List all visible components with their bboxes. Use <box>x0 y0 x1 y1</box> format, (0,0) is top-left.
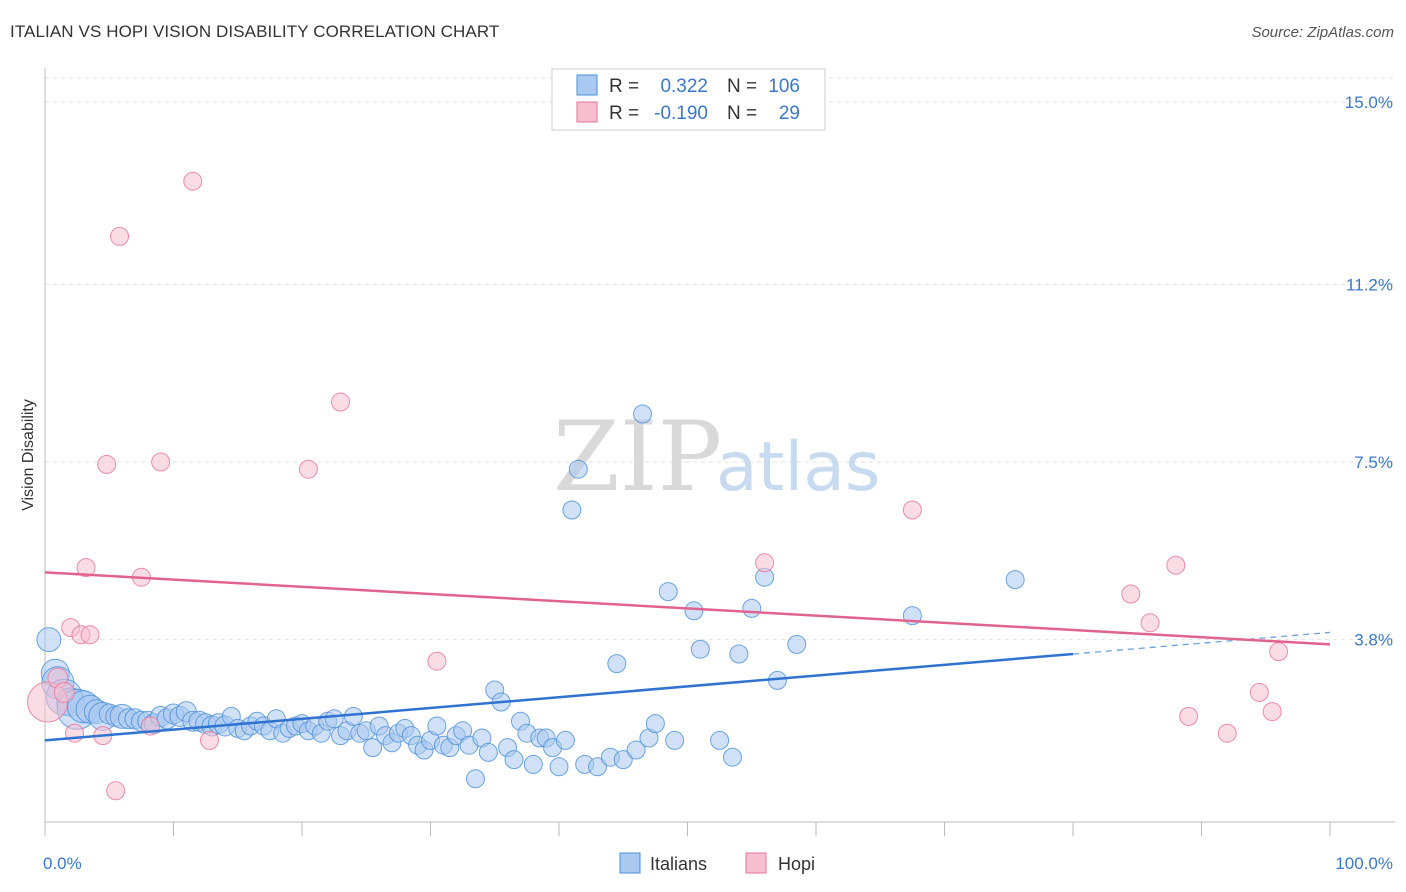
hopi-point <box>76 558 96 578</box>
italians-point <box>665 730 685 750</box>
italians-point <box>607 654 627 674</box>
italians-point <box>684 601 704 621</box>
italians-point <box>742 598 762 618</box>
italians-point <box>645 714 665 734</box>
hopi-point <box>1217 723 1237 743</box>
hopi-trend-line <box>44 571 1331 646</box>
hopi-point <box>106 781 126 801</box>
hopi-point <box>183 171 203 191</box>
italians-point <box>722 747 742 767</box>
hopi-point <box>427 651 447 671</box>
chart-title: ITALIAN VS HOPI VISION DISABILITY CORREL… <box>10 22 500 41</box>
italians-point <box>710 730 730 750</box>
italians-r-value: 0.322 <box>660 76 708 97</box>
hopi-point <box>755 553 775 573</box>
hopi-point <box>151 452 171 472</box>
hopi-swatch <box>576 101 598 123</box>
italians-point <box>555 730 575 750</box>
legend-italians-label: Italians <box>650 854 707 874</box>
hopi-point <box>1262 702 1282 722</box>
legend-hopi-label: Hopi <box>778 854 815 874</box>
italians-point <box>1005 570 1025 590</box>
series-legend: Italians Hopi <box>619 852 815 874</box>
hopi-n-label: N = <box>727 103 757 124</box>
x-tick-label: 0.0% <box>43 854 82 873</box>
italians-point <box>324 709 344 729</box>
italians-point <box>588 757 608 777</box>
y-axis-label: Vision Disability <box>20 399 37 511</box>
hopi-n-value: 29 <box>779 103 800 124</box>
italians-point <box>523 754 543 774</box>
italians-trend-extension <box>1072 631 1331 655</box>
italians-n-value: 106 <box>768 76 800 97</box>
italians-point <box>568 459 588 479</box>
hopi-point <box>1179 706 1199 726</box>
hopi-point <box>1121 584 1141 604</box>
watermark: ZIP atlas <box>553 401 880 513</box>
italians-swatch <box>576 74 598 96</box>
hopi-point <box>1140 613 1160 633</box>
y-tick-label: 3.8% <box>1354 631 1393 650</box>
italians-n-label: N = <box>727 76 757 97</box>
axes <box>44 68 1395 836</box>
x-tick-labels: 0.0% 100.0% <box>43 854 1393 873</box>
italians-point <box>549 757 569 777</box>
grid-lines <box>45 77 1395 641</box>
italians-point <box>729 644 749 664</box>
hopi-point <box>199 730 219 750</box>
italians-point <box>787 634 807 654</box>
hopi-point <box>1269 642 1289 662</box>
italians-point <box>427 716 447 736</box>
hopi-point <box>53 681 75 703</box>
hopi-point <box>298 459 318 479</box>
hopi-point <box>110 226 130 246</box>
italians-r-label: R = <box>609 76 639 97</box>
italians-point <box>36 627 62 653</box>
y-tick-label: 7.5% <box>1354 453 1393 472</box>
hopi-point <box>80 625 100 645</box>
italians-point <box>633 404 653 424</box>
legend-hopi-swatch <box>745 852 767 874</box>
italians-point <box>690 639 710 659</box>
hopi-point <box>1249 682 1269 702</box>
italians-point <box>626 740 646 760</box>
hopi-point <box>1166 555 1186 575</box>
y-tick-label: 15.0% <box>1345 93 1393 112</box>
italians-point <box>658 582 678 602</box>
x-tick-label: 100.0% <box>1335 854 1393 873</box>
hopi-r-label: R = <box>609 103 639 124</box>
italians-point <box>343 706 363 726</box>
hopi-point <box>97 454 117 474</box>
y-tick-label: 11.2% <box>1346 275 1393 294</box>
italians-point <box>465 769 485 789</box>
italians-trend-line <box>44 652 1074 742</box>
italians-point <box>363 738 383 758</box>
source-label: Source: ZipAtlas.com <box>1251 24 1394 41</box>
italians-point <box>504 750 524 770</box>
italians-point <box>478 742 498 762</box>
italians-point <box>562 500 582 520</box>
hopi-point <box>331 392 351 412</box>
stats-legend: R = 0.322 N = 106 R = -0.190 N = 29 <box>551 68 826 131</box>
italians-point <box>613 750 633 770</box>
legend-italians-swatch <box>619 852 641 874</box>
trend-lines <box>44 571 1331 742</box>
watermark-atlas: atlas <box>716 428 880 507</box>
hopi-r-value: -0.190 <box>654 103 708 124</box>
data-points <box>27 171 1289 801</box>
y-tick-labels: 3.8% 7.5% 11.2% 15.0% <box>1345 93 1393 650</box>
hopi-point <box>902 500 922 520</box>
